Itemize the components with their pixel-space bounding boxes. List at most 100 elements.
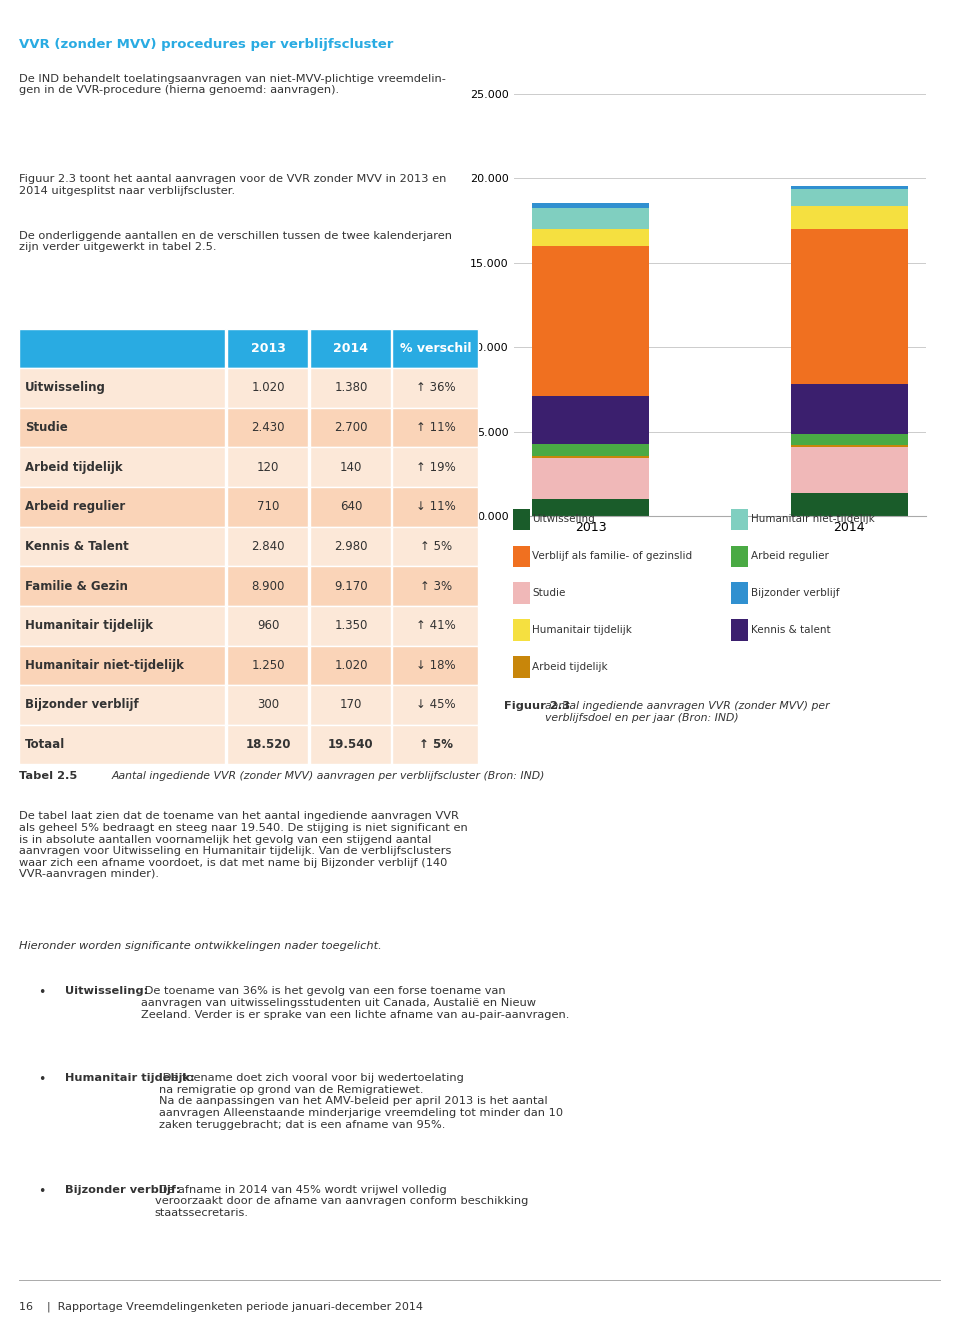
- Bar: [227, 329, 307, 369]
- Text: ↓ 45%: ↓ 45%: [417, 699, 456, 712]
- Bar: [309, 448, 391, 487]
- Text: Tabel 2.5: Tabel 2.5: [19, 771, 78, 780]
- Text: 2014: 2014: [333, 342, 369, 355]
- Bar: [791, 434, 907, 445]
- Text: Figuur 2.3: Figuur 2.3: [504, 701, 570, 711]
- Text: Studie: Studie: [25, 421, 67, 434]
- Bar: [393, 527, 478, 566]
- Bar: [309, 408, 391, 448]
- Bar: [393, 606, 478, 645]
- Text: 9.170: 9.170: [334, 579, 368, 593]
- Text: 710: 710: [257, 500, 279, 514]
- Bar: [393, 408, 478, 448]
- Text: •: •: [37, 987, 45, 999]
- Text: ↓ 11%: ↓ 11%: [417, 500, 456, 514]
- Text: Figuur 2.3 toont het aantal aanvragen voor de VVR zonder MVV in 2013 en
2014 uit: Figuur 2.3 toont het aantal aanvragen vo…: [19, 174, 446, 196]
- Bar: [533, 229, 649, 245]
- Bar: [732, 620, 748, 641]
- Bar: [791, 207, 907, 229]
- Text: Bijzonder verblijf:: Bijzonder verblijf:: [65, 1185, 180, 1195]
- Text: ↑ 5%: ↑ 5%: [420, 540, 452, 552]
- Bar: [513, 582, 530, 603]
- Text: Familie & Gezin: Familie & Gezin: [25, 579, 128, 593]
- Bar: [533, 204, 649, 208]
- Bar: [19, 527, 225, 566]
- Bar: [533, 208, 649, 229]
- Bar: [19, 645, 225, 685]
- Text: 19.540: 19.540: [328, 738, 373, 751]
- Text: De toename van 36% is het gevolg van een forse toename van
aanvragen van uitwiss: De toename van 36% is het gevolg van een…: [141, 987, 569, 1019]
- Text: Humanitair tijdelijk:: Humanitair tijdelijk:: [65, 1073, 195, 1084]
- Bar: [533, 396, 649, 444]
- Text: De tabel laat zien dat de toename van het aantal ingediende aanvragen VVR
als ge: De tabel laat zien dat de toename van he…: [19, 811, 468, 880]
- Text: 2.430: 2.430: [252, 421, 285, 434]
- Text: •: •: [37, 1185, 45, 1198]
- Text: Humanitair niet-tijdelijk: Humanitair niet-tijdelijk: [751, 515, 875, 524]
- Text: Studie: Studie: [533, 589, 565, 598]
- Bar: [309, 724, 391, 764]
- Bar: [227, 369, 307, 408]
- Bar: [227, 724, 307, 764]
- Bar: [513, 508, 530, 530]
- Text: ↓ 18%: ↓ 18%: [417, 658, 456, 672]
- Bar: [19, 685, 225, 724]
- Text: Hieronder worden significante ontwikkelingen nader toegelicht.: Hieronder worden significante ontwikkeli…: [19, 941, 382, 951]
- Text: 120: 120: [257, 461, 279, 473]
- Bar: [791, 448, 907, 493]
- Text: Bijzonder verblijf: Bijzonder verblijf: [751, 589, 839, 598]
- Text: Humanitair tijdelijk: Humanitair tijdelijk: [533, 625, 633, 636]
- Text: ↑ 41%: ↑ 41%: [417, 620, 456, 632]
- Bar: [393, 566, 478, 606]
- Bar: [732, 546, 748, 567]
- Text: Humanitair niet-tijdelijk: Humanitair niet-tijdelijk: [25, 658, 183, 672]
- Bar: [393, 724, 478, 764]
- Text: De afname in 2014 van 45% wordt vrijwel volledig
veroorzaakt door de afname van : De afname in 2014 van 45% wordt vrijwel …: [155, 1185, 528, 1218]
- Text: ↑ 5%: ↑ 5%: [420, 738, 453, 751]
- Text: 18.520: 18.520: [246, 738, 291, 751]
- Text: Uitwisseling: Uitwisseling: [533, 515, 595, 524]
- Text: Uitwisseling:: Uitwisseling:: [65, 987, 149, 996]
- Text: ↑ 3%: ↑ 3%: [420, 579, 452, 593]
- Bar: [791, 445, 907, 448]
- Bar: [393, 487, 478, 527]
- Text: VVR (zonder MVV) procedures per verblijfscluster: VVR (zonder MVV) procedures per verblijf…: [19, 38, 394, 51]
- Text: Arbeid tijdelijk: Arbeid tijdelijk: [533, 662, 608, 672]
- Bar: [393, 369, 478, 408]
- Text: 2.840: 2.840: [252, 540, 285, 552]
- Bar: [19, 329, 225, 369]
- Text: Bijzonder verblijf: Bijzonder verblijf: [25, 699, 138, 712]
- Bar: [227, 487, 307, 527]
- Bar: [19, 724, 225, 764]
- Bar: [19, 448, 225, 487]
- Text: % verschil: % verschil: [400, 342, 472, 355]
- Bar: [533, 499, 649, 516]
- Bar: [19, 606, 225, 645]
- Bar: [791, 189, 907, 207]
- Text: Arbeid regulier: Arbeid regulier: [751, 551, 828, 562]
- Text: 2.980: 2.980: [334, 540, 368, 552]
- Bar: [309, 606, 391, 645]
- Bar: [513, 620, 530, 641]
- Text: ↑ 36%: ↑ 36%: [417, 381, 456, 394]
- Text: Arbeid tijdelijk: Arbeid tijdelijk: [25, 461, 122, 473]
- Bar: [309, 645, 391, 685]
- Text: 1.350: 1.350: [334, 620, 368, 632]
- Text: 1.020: 1.020: [334, 658, 368, 672]
- Bar: [309, 566, 391, 606]
- Bar: [533, 444, 649, 456]
- Bar: [791, 493, 907, 516]
- Bar: [227, 408, 307, 448]
- Text: De IND behandelt toelatingsaanvragen van niet-MVV-plichtige vreemdelin-
gen in d: De IND behandelt toelatingsaanvragen van…: [19, 74, 446, 95]
- Bar: [393, 685, 478, 724]
- Text: 2.700: 2.700: [334, 421, 368, 434]
- Text: Totaal: Totaal: [25, 738, 65, 751]
- Bar: [309, 487, 391, 527]
- Text: 1.380: 1.380: [334, 381, 368, 394]
- Text: •: •: [37, 1073, 45, 1086]
- Bar: [19, 369, 225, 408]
- Text: ↑ 11%: ↑ 11%: [417, 421, 456, 434]
- Bar: [309, 685, 391, 724]
- Bar: [227, 566, 307, 606]
- Text: 2013: 2013: [251, 342, 285, 355]
- Text: 640: 640: [340, 500, 362, 514]
